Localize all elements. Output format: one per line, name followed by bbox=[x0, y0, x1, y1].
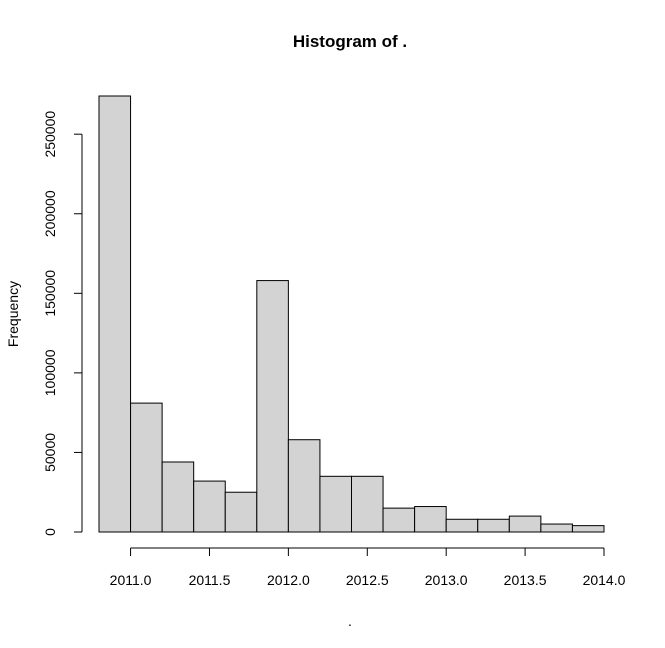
histogram-bar bbox=[508, 515, 542, 533]
y-tick-label: 100000 bbox=[42, 349, 58, 396]
histogram-bar bbox=[414, 506, 447, 533]
y-axis: 0 50000 100000 150000 200000 250000 bbox=[42, 111, 83, 536]
x-tick-label: 2014.0 bbox=[583, 572, 626, 588]
x-tick-label: 2011.5 bbox=[189, 572, 231, 588]
histogram-bar bbox=[382, 507, 416, 533]
x-tick-label: 2013.5 bbox=[504, 572, 547, 588]
histogram-bar bbox=[571, 525, 605, 533]
histogram-bar bbox=[477, 518, 510, 533]
x-tick-label: 2012.0 bbox=[267, 572, 310, 588]
histogram-bar bbox=[161, 461, 195, 533]
x-tick-label: 2013.0 bbox=[425, 572, 468, 588]
histogram-bar bbox=[351, 475, 384, 533]
y-tick-label: 250000 bbox=[42, 111, 58, 158]
x-axis-label: . bbox=[348, 613, 352, 629]
x-tick-label: 2012.5 bbox=[346, 572, 389, 588]
y-tick-label: 200000 bbox=[42, 190, 58, 237]
histogram-bar bbox=[540, 523, 573, 533]
histogram-bar bbox=[130, 402, 163, 533]
y-tick-label: 50000 bbox=[42, 433, 58, 472]
histogram-bar bbox=[319, 475, 353, 533]
y-axis-label: Frequency bbox=[5, 281, 21, 347]
y-tick-label: 0 bbox=[42, 528, 58, 536]
histogram-bar bbox=[224, 491, 258, 533]
chart-title: Histogram of . bbox=[293, 32, 407, 51]
histogram-bar bbox=[287, 439, 321, 533]
y-tick-label: 150000 bbox=[42, 270, 58, 317]
x-tick-label: 2011.0 bbox=[110, 572, 152, 588]
x-axis: 2011.0 2011.5 2012.0 2012.5 2013.0 2013.5 2014… bbox=[110, 547, 626, 588]
bars-group bbox=[98, 95, 605, 533]
histogram-bar bbox=[193, 480, 226, 533]
histogram-bar bbox=[445, 518, 479, 533]
histogram-bar bbox=[98, 95, 132, 533]
histogram-bar bbox=[256, 280, 289, 533]
